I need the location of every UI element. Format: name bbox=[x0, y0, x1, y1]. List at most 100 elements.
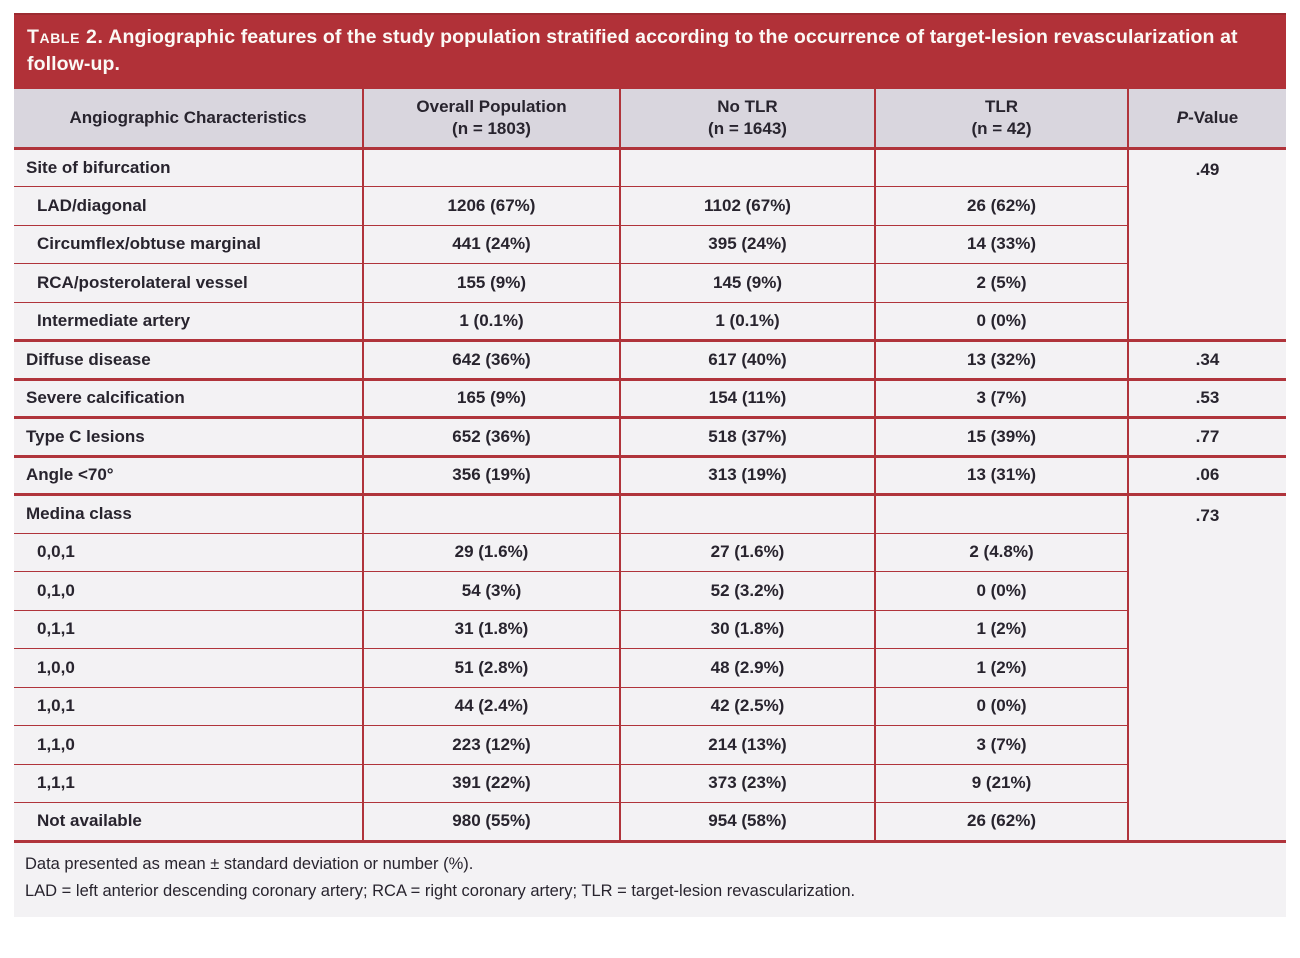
cell-p-value: .73 bbox=[1127, 493, 1286, 843]
cell-overall bbox=[362, 148, 620, 187]
cell-overall: 165 (9%) bbox=[362, 377, 620, 418]
col-header-tlr: TLR (n = 42) bbox=[874, 89, 1128, 150]
table-row: Not available 980 (55%) 954 (58%) 26 (62… bbox=[14, 802, 1286, 843]
cell-tlr: 3 (7%) bbox=[874, 725, 1128, 764]
cell-no-tlr bbox=[619, 148, 875, 187]
cell-overall: 1206 (67%) bbox=[362, 186, 620, 225]
cell-overall: 391 (22%) bbox=[362, 763, 620, 803]
row-label: Not available bbox=[14, 802, 363, 843]
table-row: Intermediate artery 1 (0.1%) 1 (0.1%) 0 … bbox=[14, 301, 1286, 341]
cell-no-tlr: 313 (19%) bbox=[619, 454, 875, 495]
row-label: Circumflex/obtuse marginal bbox=[14, 224, 363, 264]
row-label: 1,0,1 bbox=[14, 686, 363, 726]
row-label: Site of bifurcation bbox=[26, 157, 171, 177]
row-label: 0,0,1 bbox=[14, 532, 363, 572]
cell-no-tlr: 1 (0.1%) bbox=[619, 301, 875, 341]
row-label: LAD/diagonal bbox=[14, 186, 363, 225]
row-label: Type C lesions bbox=[14, 416, 363, 456]
table-body: Site of bifurcation .49 LAD/diagonal 120… bbox=[14, 148, 1286, 843]
cell-tlr: 2 (5%) bbox=[874, 263, 1128, 302]
col-header-p-value: P-Value bbox=[1127, 89, 1286, 150]
cell-overall: 356 (19%) bbox=[362, 454, 620, 495]
table-title-banner: Table 2. Angiographic features of the st… bbox=[14, 13, 1286, 89]
footnote-line: LAD = left anterior descending coronary … bbox=[25, 881, 856, 900]
cell-p-value: .34 bbox=[1127, 339, 1286, 379]
table-row: Type C lesions 652 (36%) 518 (37%) 15 (3… bbox=[14, 416, 1286, 456]
cell-tlr: 0 (0%) bbox=[874, 686, 1128, 726]
cell-p-value: .49 bbox=[1127, 148, 1286, 341]
cell-no-tlr: 42 (2.5%) bbox=[619, 686, 875, 726]
table-row: 1,1,1 391 (22%) 373 (23%) 9 (21%) bbox=[14, 763, 1286, 803]
cell-overall: 223 (12%) bbox=[362, 725, 620, 764]
table-row: Angle <70° 356 (19%) 313 (19%) 13 (31%) … bbox=[14, 454, 1286, 495]
table-row: 1,0,0 51 (2.8%) 48 (2.9%) 1 (2%) bbox=[14, 648, 1286, 687]
angiographic-characteristics-table: Angiographic Characteristics Overall Pop… bbox=[14, 89, 1286, 843]
cell-overall: 29 (1.6%) bbox=[362, 532, 620, 572]
cell-tlr bbox=[874, 148, 1128, 187]
col-header-no-tlr: No TLR (n = 1643) bbox=[619, 89, 875, 150]
cell-no-tlr: 214 (13%) bbox=[619, 725, 875, 764]
table-row: 0,1,1 31 (1.8%) 30 (1.8%) 1 (2%) bbox=[14, 609, 1286, 649]
table-footnotes: Data presented as mean ± standard deviat… bbox=[14, 842, 1286, 917]
row-label: 1,1,0 bbox=[14, 725, 363, 764]
header-row: Angiographic Characteristics Overall Pop… bbox=[14, 89, 1286, 150]
cell-no-tlr: 954 (58%) bbox=[619, 802, 875, 843]
cell-no-tlr: 373 (23%) bbox=[619, 763, 875, 803]
cell-no-tlr: 395 (24%) bbox=[619, 224, 875, 264]
cell-overall: 51 (2.8%) bbox=[362, 648, 620, 687]
cell-tlr: 26 (62%) bbox=[874, 186, 1128, 225]
cell-tlr: 3 (7%) bbox=[874, 377, 1128, 418]
cell-overall: 44 (2.4%) bbox=[362, 686, 620, 726]
cell-tlr: 15 (39%) bbox=[874, 416, 1128, 456]
row-label: Severe calcification bbox=[14, 377, 363, 418]
table-row: 0,0,1 29 (1.6%) 27 (1.6%) 2 (4.8%) bbox=[14, 532, 1286, 572]
cell-no-tlr: 518 (37%) bbox=[619, 416, 875, 456]
cell-overall: 441 (24%) bbox=[362, 224, 620, 264]
cell-tlr bbox=[874, 493, 1128, 533]
cell-p-value: .53 bbox=[1127, 377, 1286, 418]
table-row: 1,1,0 223 (12%) 214 (13%) 3 (7%) bbox=[14, 725, 1286, 764]
row-label: 1,1,1 bbox=[14, 763, 363, 803]
footnote-line: Data presented as mean ± standard deviat… bbox=[25, 854, 474, 873]
table-row: RCA/posterolateral vessel 155 (9%) 145 (… bbox=[14, 263, 1286, 302]
cell-overall: 1 (0.1%) bbox=[362, 301, 620, 341]
table-header: Angiographic Characteristics Overall Pop… bbox=[14, 89, 1286, 150]
cell-no-tlr: 145 (9%) bbox=[619, 263, 875, 302]
cell-no-tlr: 30 (1.8%) bbox=[619, 609, 875, 649]
table-number: Table 2. bbox=[27, 26, 104, 48]
cell-no-tlr: 1102 (67%) bbox=[619, 186, 875, 225]
cell-p-value: .77 bbox=[1127, 416, 1286, 456]
cell-tlr: 14 (33%) bbox=[874, 224, 1128, 264]
cell-tlr: 26 (62%) bbox=[874, 802, 1128, 843]
col-header-characteristics: Angiographic Characteristics bbox=[14, 89, 363, 150]
page: Table 2. Angiographic features of the st… bbox=[14, 13, 1286, 917]
cell-no-tlr: 48 (2.9%) bbox=[619, 648, 875, 687]
row-label: Medina class bbox=[14, 493, 363, 533]
row-label: Diffuse disease bbox=[14, 339, 363, 379]
cell-tlr: 1 (2%) bbox=[874, 609, 1128, 649]
table-row: Circumflex/obtuse marginal 441 (24%) 395… bbox=[14, 224, 1286, 264]
cell-tlr: 9 (21%) bbox=[874, 763, 1128, 803]
cell-overall bbox=[362, 493, 620, 533]
cell-no-tlr bbox=[619, 493, 875, 533]
row-label: Angle <70° bbox=[14, 454, 363, 495]
table-row: Site of bifurcation .49 bbox=[14, 148, 1286, 341]
cell-overall: 31 (1.8%) bbox=[362, 609, 620, 649]
col-header-overall: Overall Population (n = 1803) bbox=[362, 89, 620, 150]
cell-no-tlr: 154 (11%) bbox=[619, 377, 875, 418]
table-row: LAD/diagonal 1206 (67%) 1102 (67%) 26 (6… bbox=[14, 186, 1286, 225]
row-label: Intermediate artery bbox=[14, 301, 363, 341]
cell-tlr: 13 (31%) bbox=[874, 454, 1128, 495]
cell-no-tlr: 52 (3.2%) bbox=[619, 571, 875, 610]
cell-overall: 642 (36%) bbox=[362, 339, 620, 379]
cell-tlr: 1 (2%) bbox=[874, 648, 1128, 687]
cell-no-tlr: 617 (40%) bbox=[619, 339, 875, 379]
cell-overall: 155 (9%) bbox=[362, 263, 620, 302]
table-title-text: Angiographic features of the study popul… bbox=[27, 26, 1238, 75]
row-label: 0,1,0 bbox=[14, 571, 363, 610]
cell-tlr: 0 (0%) bbox=[874, 571, 1128, 610]
table-row: Severe calcification 165 (9%) 154 (11%) … bbox=[14, 377, 1286, 418]
cell-tlr: 13 (32%) bbox=[874, 339, 1128, 379]
table-row: 1,0,1 44 (2.4%) 42 (2.5%) 0 (0%) bbox=[14, 686, 1286, 726]
row-label: RCA/posterolateral vessel bbox=[14, 263, 363, 302]
